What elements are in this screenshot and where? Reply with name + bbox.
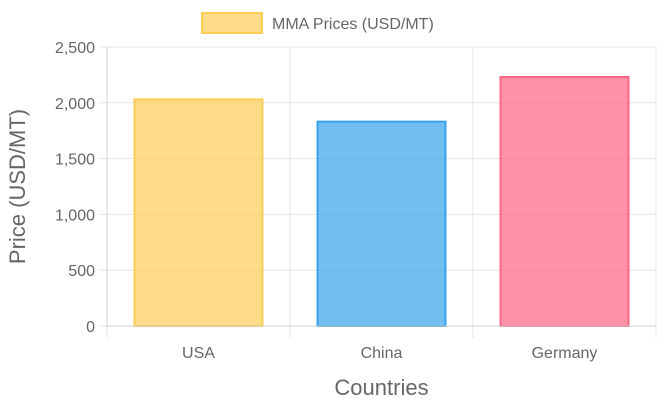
tick-labels: 0 500 1,000 1,500 2,000 2,500 USA China Germany	[55, 40, 597, 362]
legend[interactable]: MMA Prices (USD/MT)	[201, 12, 434, 34]
bar-china[interactable]	[316, 120, 447, 327]
y-axis-title: Price (USD/MT)	[5, 109, 30, 264]
y-tick-label: 2,000	[55, 96, 95, 113]
x-tick-label: Germany	[532, 345, 598, 362]
y-tick-label: 0	[86, 319, 95, 336]
legend-swatch	[201, 12, 263, 34]
y-tick-label: 1,000	[55, 207, 95, 224]
x-axis-title: Countries	[334, 375, 428, 400]
axes	[106, 47, 656, 327]
bars	[133, 76, 630, 327]
legend-label: MMA Prices (USD/MT)	[272, 16, 434, 33]
bar-usa[interactable]	[133, 98, 264, 327]
y-tick-label: 1,500	[55, 152, 95, 169]
y-tick-label: 500	[68, 263, 95, 280]
x-tick-label: USA	[182, 345, 215, 362]
bar-germany[interactable]	[499, 76, 630, 327]
x-tick-label: China	[361, 345, 403, 362]
y-tick-label: 2,500	[55, 40, 95, 57]
